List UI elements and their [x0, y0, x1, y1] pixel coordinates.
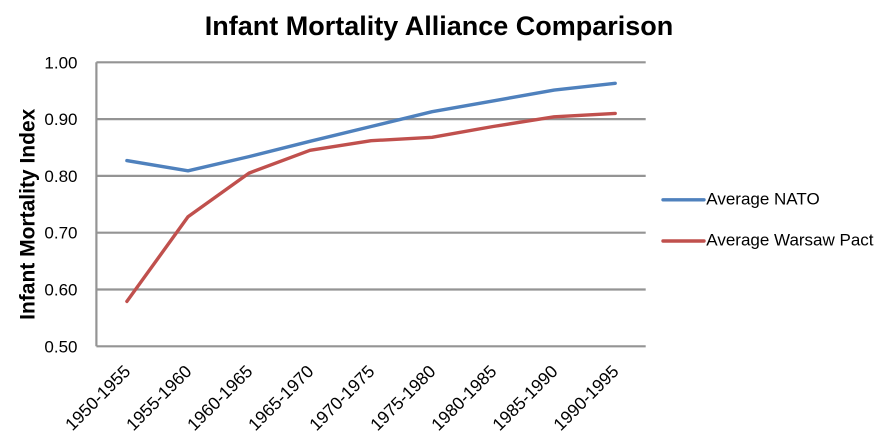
svg-text:Infant Mortality Index: Infant Mortality Index — [16, 108, 39, 319]
svg-text:0.60: 0.60 — [44, 281, 77, 300]
svg-text:1.00: 1.00 — [44, 53, 77, 72]
svg-text:0.50: 0.50 — [44, 337, 77, 356]
svg-text:0.70: 0.70 — [44, 224, 77, 243]
svg-text:Average NATO: Average NATO — [706, 190, 819, 209]
svg-text:0.90: 0.90 — [44, 110, 77, 129]
svg-text:Average Warsaw Pact: Average Warsaw Pact — [706, 231, 874, 250]
svg-text:0.80: 0.80 — [44, 167, 77, 186]
svg-text:Infant Mortality Alliance Comp: Infant Mortality Alliance Comparison — [205, 11, 674, 41]
